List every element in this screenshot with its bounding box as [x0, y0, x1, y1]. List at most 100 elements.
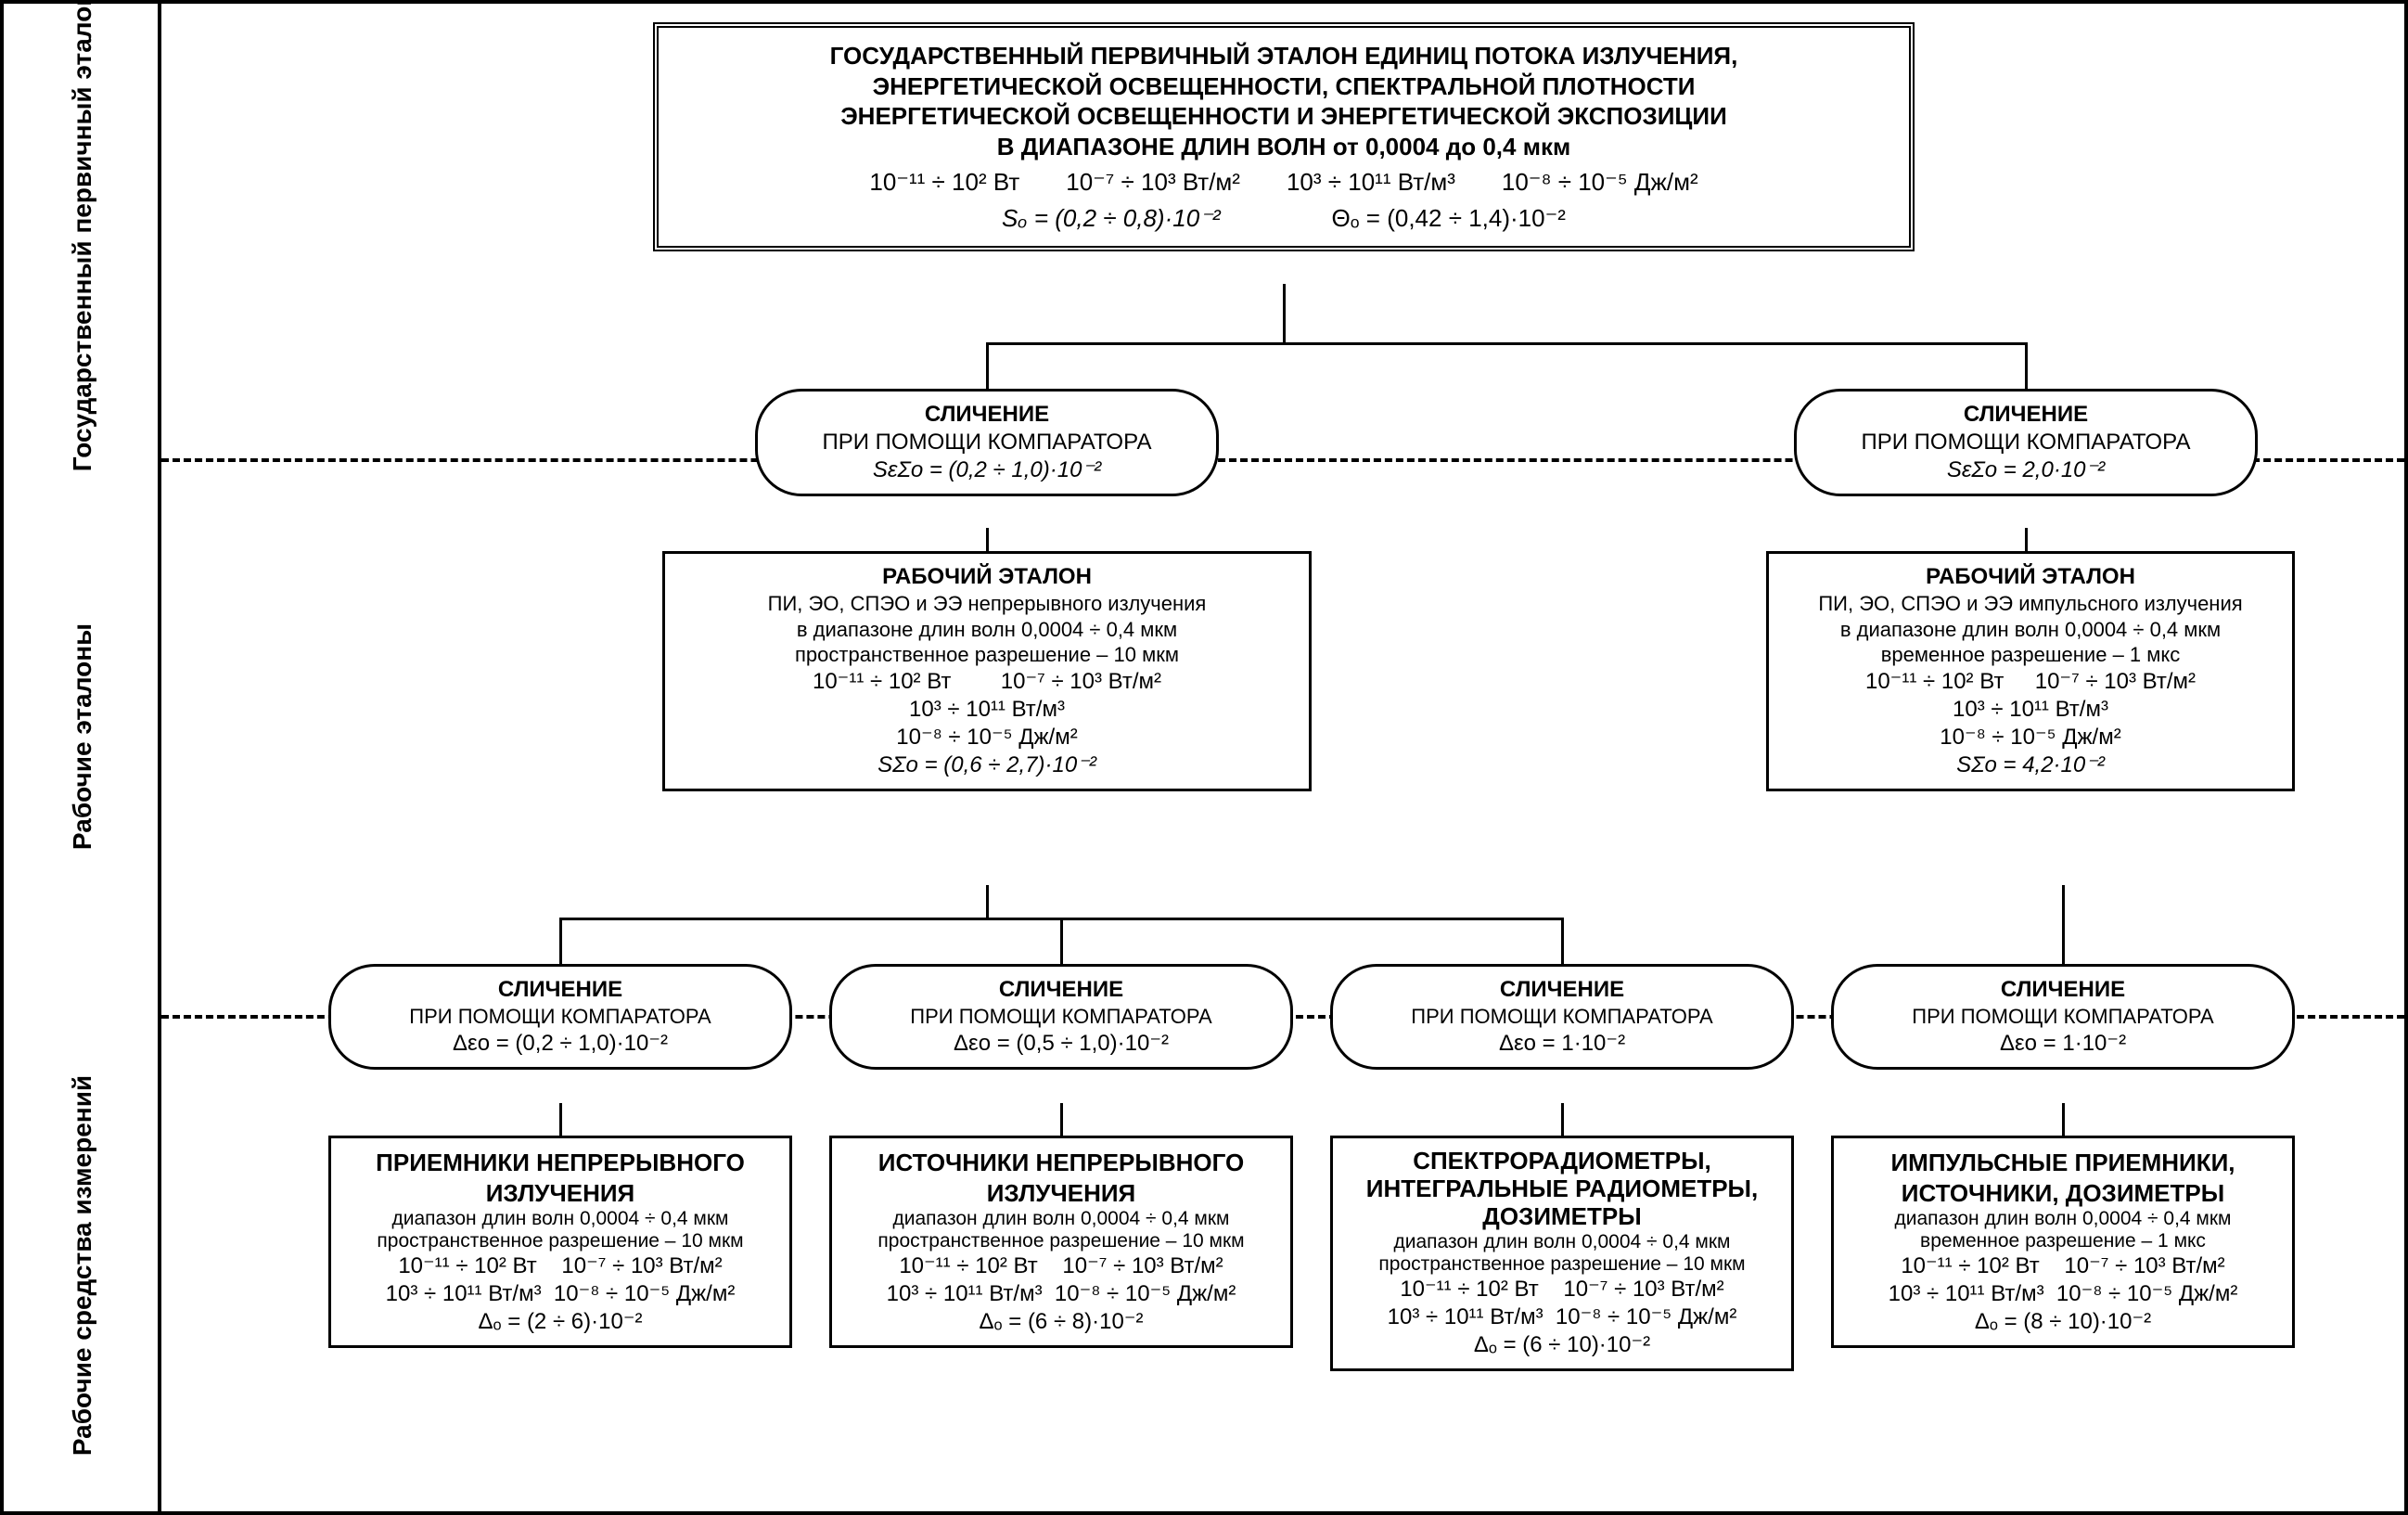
- inst4-d: Δₒ = (8 ÷ 10)·10⁻²: [1847, 1308, 2279, 1336]
- inst1-title: ПРИЕМНИКИ НЕПРЕРЫВНОГО ИЗЛУЧЕНИЯ: [344, 1148, 776, 1208]
- instrument-1: ПРИЕМНИКИ НЕПРЕРЫВНОГО ИЗЛУЧЕНИЯ диапазо…: [328, 1136, 792, 1348]
- comparator-c3: СЛИЧЕНИЕ ПРИ ПОМОЩИ КОМПАРАТОРА Δεо = 1·…: [1330, 964, 1794, 1070]
- inst1-s2: пространственное разрешение – 10 мкм: [344, 1230, 776, 1252]
- comparator-c4: СЛИЧЕНИЕ ПРИ ПОМОЩИ КОМПАРАТОРА Δεо = 1·…: [1831, 964, 2295, 1070]
- work-b-s3: временное разрешение – 1 мкс: [1782, 642, 2279, 668]
- connector-line: [2062, 885, 2065, 966]
- comp-c1-l1: СЛИЧЕНИЕ: [344, 976, 776, 1004]
- work-b-r3: 10⁻⁸ ÷ 10⁻⁵ Дж/м²: [1782, 724, 2279, 751]
- work-b-title: РАБОЧИЙ ЭТАЛОН: [1782, 563, 2279, 591]
- inst1-r2: 10³ ÷ 10¹¹ Вт/м³ 10⁻⁸ ÷ 10⁻⁵ Дж/м²: [344, 1280, 776, 1308]
- inst4-title: ИМПУЛЬСНЫЕ ПРИЕМНИКИ, ИСТОЧНИКИ, ДОЗИМЕТ…: [1847, 1148, 2279, 1208]
- inst2-title: ИСТОЧНИКИ НЕПРЕРЫВНОГО ИЗЛУЧЕНИЯ: [845, 1148, 1277, 1208]
- comparator-a: СЛИЧЕНИЕ ПРИ ПОМОЩИ КОМПАРАТОРА SεΣо = (…: [755, 389, 1219, 496]
- comp-c3-l1: СЛИЧЕНИЕ: [1346, 976, 1778, 1004]
- inst4-r1: 10⁻¹¹ ÷ 10² Вт 10⁻⁷ ÷ 10³ Вт/м²: [1847, 1252, 2279, 1280]
- connector-line: [559, 918, 562, 966]
- row-label-instruments: Рабочие средства измерений: [4, 1015, 161, 1515]
- inst3-d: Δₒ = (6 ÷ 10)·10⁻²: [1346, 1331, 1778, 1359]
- comp-c2-l3: Δεо = (0,5 ÷ 1,0)·10⁻²: [845, 1030, 1277, 1058]
- connector-line: [1060, 1103, 1063, 1137]
- instrument-4: ИМПУЛЬСНЫЕ ПРИЕМНИКИ, ИСТОЧНИКИ, ДОЗИМЕТ…: [1831, 1136, 2295, 1348]
- inst4-s1: диапазон длин волн 0,0004 ÷ 0,4 мкм: [1847, 1208, 2279, 1230]
- connector-line: [2025, 528, 2028, 553]
- inst2-s2: пространственное разрешение – 10 мкм: [845, 1230, 1277, 1252]
- connector-line: [1283, 284, 1286, 344]
- connector-line: [559, 1103, 562, 1137]
- comp-b-l2: ПРИ ПОМОЩИ КОМПАРАТОРА: [1810, 429, 2242, 456]
- row-label-working: Рабочие эталоны: [4, 458, 161, 1015]
- row-label-working-text: Рабочие эталоны: [68, 623, 97, 850]
- primary-r1d: 10⁻⁸ ÷ 10⁻⁵ Дж/м²: [1502, 167, 1698, 198]
- inst3-title: СПЕКТРОРАДИОМЕТРЫ, ИНТЕГРАЛЬНЫЕ РАДИОМЕТ…: [1346, 1148, 1778, 1231]
- work-a-s4: SΣо = (0,6 ÷ 2,7)·10⁻²: [678, 751, 1296, 779]
- comp-c2-l1: СЛИЧЕНИЕ: [845, 976, 1277, 1004]
- work-b-s4: SΣо = 4,2·10⁻²: [1782, 751, 2279, 779]
- inst2-s1: диапазон длин волн 0,0004 ÷ 0,4 мкм: [845, 1208, 1277, 1230]
- comp-b-l3: SεΣо = 2,0·10⁻²: [1810, 456, 2242, 484]
- inst1-r1: 10⁻¹¹ ÷ 10² Вт 10⁻⁷ ÷ 10³ Вт/м²: [344, 1252, 776, 1280]
- work-a-r1: 10⁻¹¹ ÷ 10² Вт 10⁻⁷ ÷ 10³ Вт/м²: [678, 668, 1296, 696]
- comp-c3-l3: Δεо = 1·10⁻²: [1346, 1030, 1778, 1058]
- connector-line: [1060, 918, 1063, 966]
- primary-ranges-1: 10⁻¹¹ ÷ 10² Вт 10⁻⁷ ÷ 10³ Вт/м² 10³ ÷ 10…: [677, 167, 1890, 198]
- instrument-3: СПЕКТРОРАДИОМЕТРЫ, ИНТЕГРАЛЬНЫЕ РАДИОМЕТ…: [1330, 1136, 1794, 1371]
- comp-c2-l2: ПРИ ПОМОЩИ КОМПАРАТОРА: [845, 1004, 1277, 1030]
- work-a-s3: пространственное разрешение – 10 мкм: [678, 642, 1296, 668]
- content-area: ГОСУДАРСТВЕННЫЙ ПЕРВИЧНЫЙ ЭТАЛОН ЕДИНИЦ …: [161, 4, 2404, 1511]
- work-a-r2: 10³ ÷ 10¹¹ Вт/м³: [678, 696, 1296, 724]
- inst2-r1: 10⁻¹¹ ÷ 10² Вт 10⁻⁷ ÷ 10³ Вт/м²: [845, 1252, 1277, 1280]
- instrument-2: ИСТОЧНИКИ НЕПРЕРЫВНОГО ИЗЛУЧЕНИЯ диапазо…: [829, 1136, 1293, 1348]
- work-a-title: РАБОЧИЙ ЭТАЛОН: [678, 563, 1296, 591]
- primary-ranges-2: Sₒ = (0,2 ÷ 0,8)·10⁻² Θₒ = (0,42 ÷ 1,4)·…: [677, 203, 1890, 234]
- inst3-s1: диапазон длин волн 0,0004 ÷ 0,4 мкм: [1346, 1231, 1778, 1253]
- inst3-r2: 10³ ÷ 10¹¹ Вт/м³ 10⁻⁸ ÷ 10⁻⁵ Дж/м²: [1346, 1303, 1778, 1331]
- inst3-s2: пространственное разрешение – 10 мкм: [1346, 1253, 1778, 1276]
- comp-c3-l2: ПРИ ПОМОЩИ КОМПАРАТОРА: [1346, 1004, 1778, 1030]
- row-label-primary: Государственный первичный эталон: [4, 4, 161, 458]
- connector-line: [2062, 1103, 2065, 1137]
- connector-line: [1561, 1103, 1564, 1137]
- inst1-d: Δₒ = (2 ÷ 6)·10⁻²: [344, 1308, 776, 1336]
- diagram-container: Государственный первичный эталон Рабочие…: [0, 0, 2408, 1515]
- comparator-c1: СЛИЧЕНИЕ ПРИ ПОМОЩИ КОМПАРАТОРА Δεо = (0…: [328, 964, 792, 1070]
- work-b-s1: ПИ, ЭО, СПЭО и ЭЭ импульсного излучения: [1782, 591, 2279, 617]
- row-label-column: Государственный первичный эталон Рабочие…: [4, 4, 161, 1511]
- work-b-r1: 10⁻¹¹ ÷ 10² Вт 10⁻⁷ ÷ 10³ Вт/м²: [1782, 668, 2279, 696]
- work-a-r3: 10⁻⁸ ÷ 10⁻⁵ Дж/м²: [678, 724, 1296, 751]
- connector-line: [986, 885, 989, 919]
- working-standard-a: РАБОЧИЙ ЭТАЛОН ПИ, ЭО, СПЭО и ЭЭ непреры…: [662, 551, 1312, 791]
- comp-c4-l2: ПРИ ПОМОЩИ КОМПАРАТОРА: [1847, 1004, 2279, 1030]
- comp-c1-l2: ПРИ ПОМОЩИ КОМПАРАТОРА: [344, 1004, 776, 1030]
- work-b-s2: в диапазоне длин волн 0,0004 ÷ 0,4 мкм: [1782, 617, 2279, 643]
- comparator-b: СЛИЧЕНИЕ ПРИ ПОМОЩИ КОМПАРАТОРА SεΣо = 2…: [1794, 389, 2258, 496]
- connector-line: [2025, 342, 2028, 391]
- work-a-s1: ПИ, ЭО, СПЭО и ЭЭ непрерывного излучения: [678, 591, 1296, 617]
- primary-so: Sₒ = (0,2 ÷ 0,8)·10⁻²: [1002, 203, 1221, 234]
- work-a-s2: в диапазоне длин волн 0,0004 ÷ 0,4 мкм: [678, 617, 1296, 643]
- working-standard-b: РАБОЧИЙ ЭТАЛОН ПИ, ЭО, СПЭО и ЭЭ импульс…: [1766, 551, 2295, 791]
- connector-line: [986, 342, 989, 391]
- primary-thetao: Θₒ = (0,42 ÷ 1,4)·10⁻²: [1332, 203, 1566, 234]
- primary-r1c: 10³ ÷ 10¹¹ Вт/м³: [1287, 167, 1455, 198]
- inst3-r1: 10⁻¹¹ ÷ 10² Вт 10⁻⁷ ÷ 10³ Вт/м²: [1346, 1276, 1778, 1303]
- row-label-primary-text: Государственный первичный эталон: [68, 0, 97, 471]
- inst2-r2: 10³ ÷ 10¹¹ Вт/м³ 10⁻⁸ ÷ 10⁻⁵ Дж/м²: [845, 1280, 1277, 1308]
- primary-title: ГОСУДАРСТВЕННЫЙ ПЕРВИЧНЫЙ ЭТАЛОН ЕДИНИЦ …: [677, 41, 1890, 161]
- comp-a-l1: СЛИЧЕНИЕ: [771, 401, 1203, 429]
- work-b-r2: 10³ ÷ 10¹¹ Вт/м³: [1782, 696, 2279, 724]
- comp-a-l3: SεΣо = (0,2 ÷ 1,0)·10⁻²: [771, 456, 1203, 484]
- inst4-r2: 10³ ÷ 10¹¹ Вт/м³ 10⁻⁸ ÷ 10⁻⁵ Дж/м²: [1847, 1280, 2279, 1308]
- comp-c1-l3: Δεо = (0,2 ÷ 1,0)·10⁻²: [344, 1030, 776, 1058]
- comp-c4-l3: Δεо = 1·10⁻²: [1847, 1030, 2279, 1058]
- primary-r1a: 10⁻¹¹ ÷ 10² Вт: [869, 167, 1019, 198]
- comp-c4-l1: СЛИЧЕНИЕ: [1847, 976, 2279, 1004]
- inst1-s1: диапазон длин волн 0,0004 ÷ 0,4 мкм: [344, 1208, 776, 1230]
- inst2-d: Δₒ = (6 ÷ 8)·10⁻²: [845, 1308, 1277, 1336]
- comp-b-l1: СЛИЧЕНИЕ: [1810, 401, 2242, 429]
- comparator-c2: СЛИЧЕНИЕ ПРИ ПОМОЩИ КОМПАРАТОРА Δεо = (0…: [829, 964, 1293, 1070]
- primary-r1b: 10⁻⁷ ÷ 10³ Вт/м²: [1066, 167, 1240, 198]
- connector-line: [1561, 918, 1564, 966]
- connector-line: [986, 528, 989, 553]
- connector-line: [986, 342, 2027, 345]
